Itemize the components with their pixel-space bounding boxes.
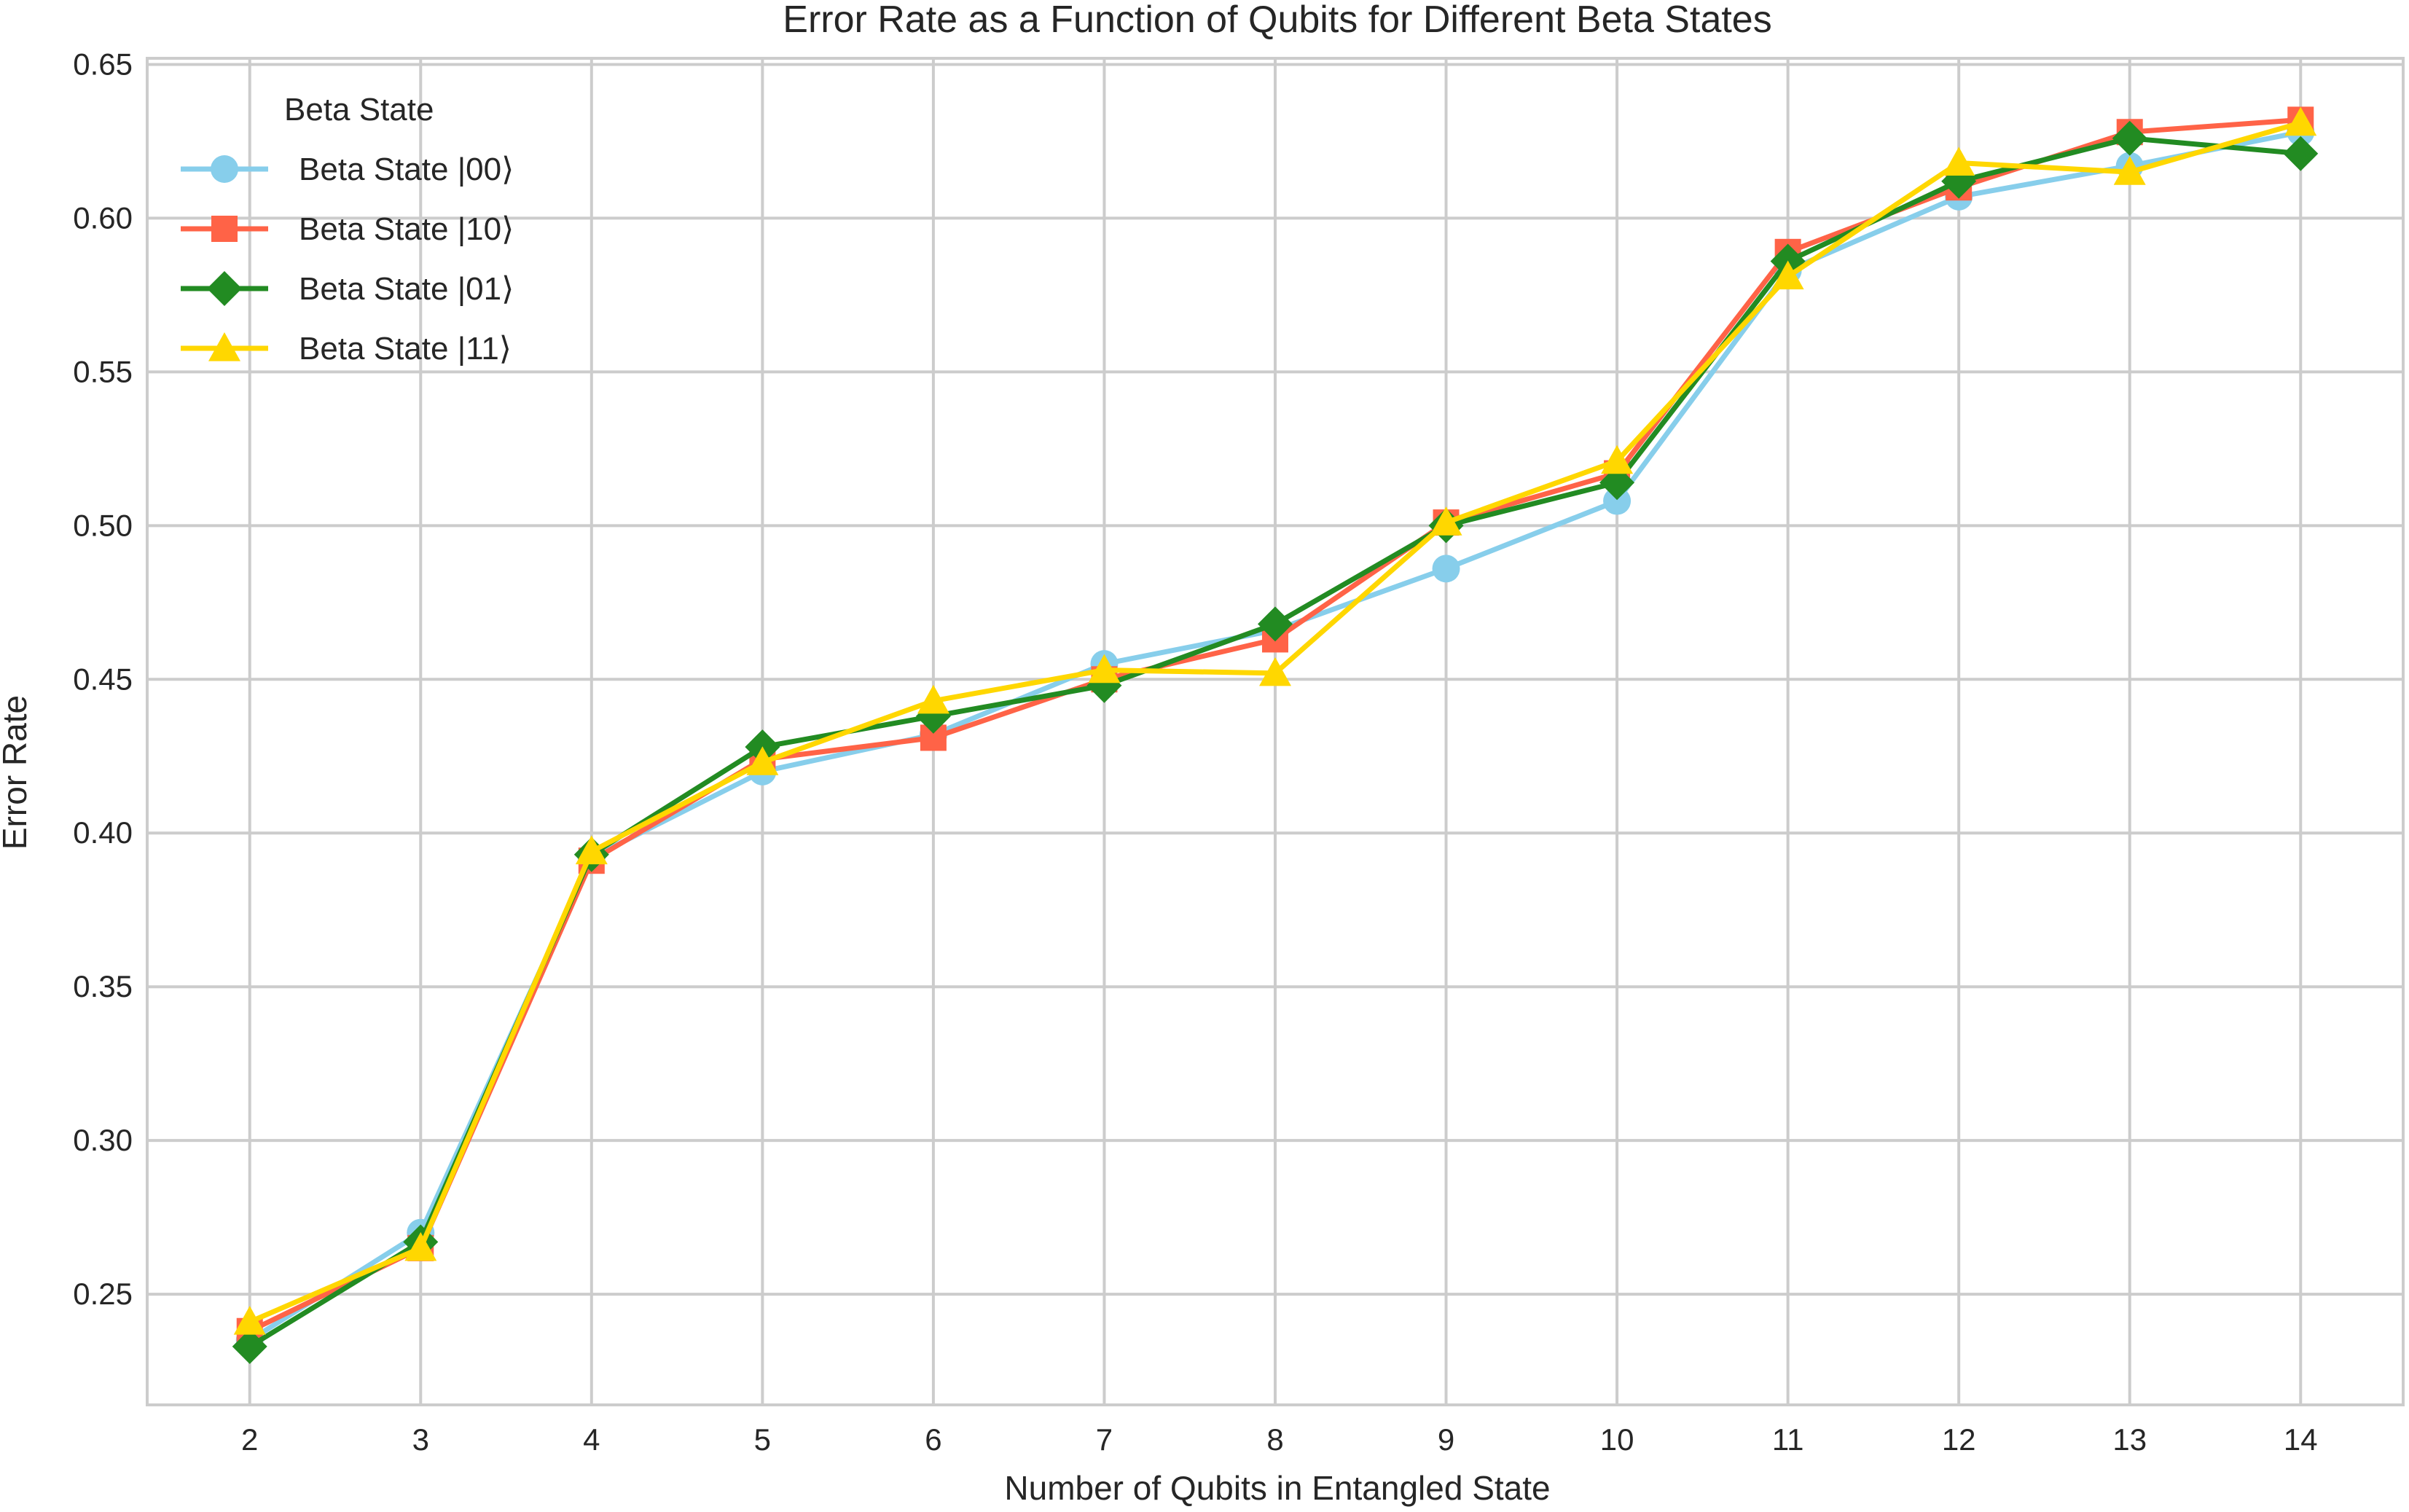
x-tick-labels: 2 3 4 5 6 7 8 9 10 11 12 13 14 bbox=[241, 1422, 2318, 1457]
y-tick-label: 0.55 bbox=[73, 354, 133, 388]
legend-title: Beta State bbox=[284, 92, 434, 128]
data-point bbox=[1601, 444, 1634, 474]
x-tick-label: 6 bbox=[925, 1422, 941, 1457]
legend-marker bbox=[211, 155, 238, 183]
legend-label: Beta State |11⟩ bbox=[299, 331, 512, 367]
data-point bbox=[1943, 146, 1975, 176]
y-tick-label: 0.30 bbox=[73, 1123, 133, 1157]
legend-entry: Beta State |10⟩ bbox=[181, 211, 514, 247]
data-point bbox=[575, 835, 608, 865]
x-tick-label: 14 bbox=[2284, 1422, 2318, 1457]
y-tick-label: 0.45 bbox=[73, 662, 133, 696]
grid bbox=[147, 58, 2403, 1405]
data-point bbox=[2283, 136, 2319, 171]
y-tick-label: 0.50 bbox=[73, 508, 133, 542]
data-point bbox=[2284, 106, 2317, 136]
x-tick-label: 11 bbox=[1772, 1422, 1804, 1457]
data-point bbox=[2112, 120, 2147, 156]
data-point bbox=[1430, 506, 1462, 536]
data-point bbox=[1088, 654, 1121, 683]
data-point bbox=[233, 1306, 266, 1335]
legend-marker bbox=[208, 332, 240, 361]
y-tick-label: 0.60 bbox=[73, 200, 133, 235]
data-point bbox=[1603, 487, 1632, 515]
legend-label: Beta State |01⟩ bbox=[299, 271, 514, 307]
data-point bbox=[917, 684, 949, 714]
y-tick-labels: 0.25 0.30 0.35 0.40 0.45 0.50 0.55 0.60 0.65 bbox=[73, 47, 133, 1311]
series-layer bbox=[232, 106, 2319, 1364]
x-tick-label: 5 bbox=[754, 1422, 771, 1457]
y-tick-label: 0.65 bbox=[73, 47, 133, 81]
x-tick-label: 4 bbox=[583, 1422, 600, 1457]
legend-label: Beta State |00⟩ bbox=[299, 152, 514, 187]
x-tick-label: 13 bbox=[2112, 1422, 2147, 1457]
chart-title: Error Rate as a Function of Qubits for D… bbox=[783, 0, 1771, 41]
legend-entry: Beta State |01⟩ bbox=[181, 271, 514, 307]
x-tick-label: 2 bbox=[241, 1422, 258, 1457]
y-axis-label: Error Rate bbox=[0, 695, 34, 850]
x-tick-label: 8 bbox=[1266, 1422, 1283, 1457]
data-point bbox=[2113, 156, 2146, 185]
legend: Beta State Beta State |00⟩ Beta State |10… bbox=[181, 92, 514, 367]
data-point bbox=[232, 1328, 267, 1364]
x-tick-label: 12 bbox=[1942, 1422, 1976, 1457]
legend-entry: Beta State |00⟩ bbox=[181, 152, 514, 187]
data-point bbox=[404, 1231, 437, 1261]
legend-label: Beta State |10⟩ bbox=[299, 211, 514, 247]
legend-marker bbox=[207, 271, 242, 306]
data-point bbox=[1259, 657, 1291, 686]
data-point bbox=[1258, 606, 1293, 642]
plot-frame bbox=[146, 57, 2405, 1406]
data-point bbox=[746, 746, 779, 775]
legend-entry: Beta State |11⟩ bbox=[181, 331, 512, 367]
data-point bbox=[1771, 260, 1804, 290]
data-point bbox=[1432, 555, 1460, 583]
x-tick-label: 10 bbox=[1600, 1422, 1634, 1457]
x-axis-label: Number of Qubits in Entangled State bbox=[1004, 1469, 1550, 1507]
x-tick-label: 7 bbox=[1096, 1422, 1113, 1457]
x-tick-label: 3 bbox=[412, 1422, 429, 1457]
y-tick-label: 0.25 bbox=[73, 1277, 133, 1311]
legend-marker bbox=[211, 216, 238, 242]
y-tick-label: 0.40 bbox=[73, 815, 133, 850]
x-tick-label: 9 bbox=[1438, 1422, 1454, 1457]
series-3 bbox=[233, 106, 2317, 1335]
y-tick-label: 0.35 bbox=[73, 969, 133, 1003]
